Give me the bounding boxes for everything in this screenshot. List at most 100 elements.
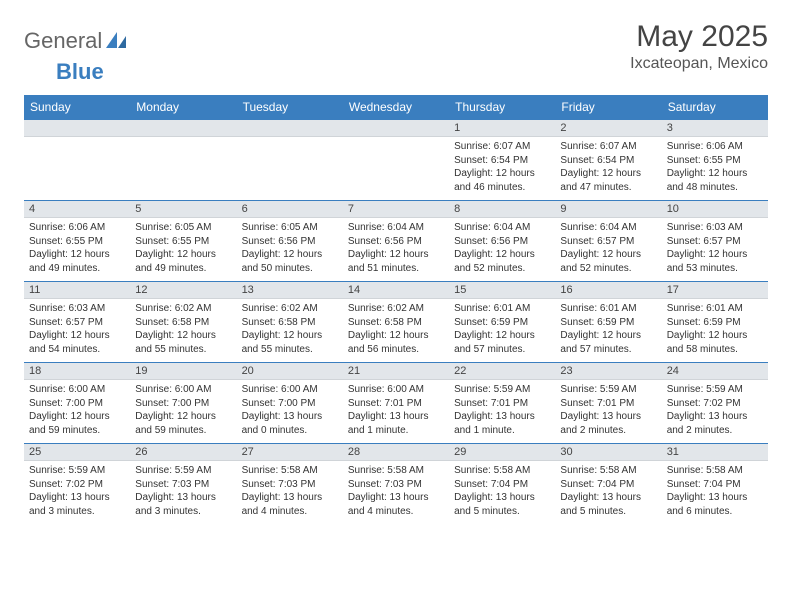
calendar-row: 1Sunrise: 6:07 AMSunset: 6:54 PMDaylight… [24,120,768,201]
calendar-cell: 2Sunrise: 6:07 AMSunset: 6:54 PMDaylight… [555,120,661,201]
day-content: Sunrise: 6:00 AMSunset: 7:00 PMDaylight:… [130,380,236,443]
day-content [130,137,236,195]
daylight-text: Daylight: 13 hours and 2 minutes. [667,410,763,437]
daylight-text: Daylight: 12 hours and 52 minutes. [560,248,656,275]
sunset-text: Sunset: 6:59 PM [667,316,763,330]
sunset-text: Sunset: 7:00 PM [29,397,125,411]
calendar-cell: 14Sunrise: 6:02 AMSunset: 6:58 PMDayligh… [343,282,449,363]
sunset-text: Sunset: 7:00 PM [135,397,231,411]
day-content: Sunrise: 6:05 AMSunset: 6:55 PMDaylight:… [130,218,236,281]
calendar-cell: 21Sunrise: 6:00 AMSunset: 7:01 PMDayligh… [343,363,449,444]
calendar-cell: 22Sunrise: 5:59 AMSunset: 7:01 PMDayligh… [449,363,555,444]
sunrise-text: Sunrise: 6:06 AM [29,221,125,235]
day-content [24,137,130,195]
daylight-text: Daylight: 13 hours and 4 minutes. [242,491,338,518]
sunrise-text: Sunrise: 5:59 AM [454,383,550,397]
day-content [343,137,449,195]
day-content: Sunrise: 6:04 AMSunset: 6:57 PMDaylight:… [555,218,661,281]
sunrise-text: Sunrise: 6:01 AM [454,302,550,316]
calendar-cell: 13Sunrise: 6:02 AMSunset: 6:58 PMDayligh… [237,282,343,363]
sunrise-text: Sunrise: 6:07 AM [560,140,656,154]
day-number: 20 [237,363,343,380]
day-content: Sunrise: 5:59 AMSunset: 7:02 PMDaylight:… [662,380,768,443]
day-content: Sunrise: 6:05 AMSunset: 6:56 PMDaylight:… [237,218,343,281]
calendar-cell: 20Sunrise: 6:00 AMSunset: 7:00 PMDayligh… [237,363,343,444]
day-content: Sunrise: 6:03 AMSunset: 6:57 PMDaylight:… [24,299,130,362]
sunset-text: Sunset: 6:59 PM [454,316,550,330]
daylight-text: Daylight: 12 hours and 50 minutes. [242,248,338,275]
sunrise-text: Sunrise: 6:03 AM [667,221,763,235]
sunset-text: Sunset: 7:02 PM [667,397,763,411]
day-content [237,137,343,195]
daylight-text: Daylight: 12 hours and 55 minutes. [135,329,231,356]
calendar-cell: 23Sunrise: 5:59 AMSunset: 7:01 PMDayligh… [555,363,661,444]
day-number: 23 [555,363,661,380]
calendar-table: SundayMondayTuesdayWednesdayThursdayFrid… [24,95,768,524]
sunrise-text: Sunrise: 6:04 AM [560,221,656,235]
daylight-text: Daylight: 12 hours and 48 minutes. [667,167,763,194]
sunset-text: Sunset: 7:03 PM [135,478,231,492]
sunset-text: Sunset: 6:56 PM [454,235,550,249]
day-number: 29 [449,444,555,461]
day-number: 7 [343,201,449,218]
day-number: 15 [449,282,555,299]
calendar-cell: 4Sunrise: 6:06 AMSunset: 6:55 PMDaylight… [24,201,130,282]
calendar-cell: 11Sunrise: 6:03 AMSunset: 6:57 PMDayligh… [24,282,130,363]
day-content: Sunrise: 6:02 AMSunset: 6:58 PMDaylight:… [237,299,343,362]
sunrise-text: Sunrise: 6:05 AM [135,221,231,235]
daylight-text: Daylight: 12 hours and 49 minutes. [135,248,231,275]
sunrise-text: Sunrise: 6:04 AM [348,221,444,235]
calendar-row: 25Sunrise: 5:59 AMSunset: 7:02 PMDayligh… [24,444,768,525]
sunset-text: Sunset: 6:58 PM [242,316,338,330]
day-number: 17 [662,282,768,299]
calendar-row: 11Sunrise: 6:03 AMSunset: 6:57 PMDayligh… [24,282,768,363]
calendar-cell: 24Sunrise: 5:59 AMSunset: 7:02 PMDayligh… [662,363,768,444]
calendar-cell [130,120,236,201]
weekday-header: Sunday [24,95,130,120]
day-content: Sunrise: 6:01 AMSunset: 6:59 PMDaylight:… [662,299,768,362]
daylight-text: Daylight: 12 hours and 46 minutes. [454,167,550,194]
sunrise-text: Sunrise: 6:07 AM [454,140,550,154]
calendar-cell: 16Sunrise: 6:01 AMSunset: 6:59 PMDayligh… [555,282,661,363]
weekday-header: Monday [130,95,236,120]
calendar-cell: 31Sunrise: 5:58 AMSunset: 7:04 PMDayligh… [662,444,768,525]
sunrise-text: Sunrise: 6:05 AM [242,221,338,235]
day-content: Sunrise: 5:59 AMSunset: 7:01 PMDaylight:… [449,380,555,443]
sunrise-text: Sunrise: 6:00 AM [29,383,125,397]
day-number: 10 [662,201,768,218]
sunset-text: Sunset: 7:03 PM [348,478,444,492]
sunrise-text: Sunrise: 5:59 AM [667,383,763,397]
day-content: Sunrise: 5:59 AMSunset: 7:03 PMDaylight:… [130,461,236,524]
calendar-cell: 6Sunrise: 6:05 AMSunset: 6:56 PMDaylight… [237,201,343,282]
day-number [343,120,449,137]
calendar-cell: 29Sunrise: 5:58 AMSunset: 7:04 PMDayligh… [449,444,555,525]
calendar-cell: 19Sunrise: 6:00 AMSunset: 7:00 PMDayligh… [130,363,236,444]
sunset-text: Sunset: 6:55 PM [667,154,763,168]
calendar-cell: 1Sunrise: 6:07 AMSunset: 6:54 PMDaylight… [449,120,555,201]
daylight-text: Daylight: 12 hours and 51 minutes. [348,248,444,275]
day-number: 9 [555,201,661,218]
daylight-text: Daylight: 12 hours and 57 minutes. [560,329,656,356]
day-content: Sunrise: 6:04 AMSunset: 6:56 PMDaylight:… [343,218,449,281]
day-number: 25 [24,444,130,461]
day-number: 30 [555,444,661,461]
sunrise-text: Sunrise: 5:58 AM [348,464,444,478]
day-number [237,120,343,137]
calendar-cell: 25Sunrise: 5:59 AMSunset: 7:02 PMDayligh… [24,444,130,525]
sunrise-text: Sunrise: 6:01 AM [667,302,763,316]
day-number: 27 [237,444,343,461]
calendar-cell: 15Sunrise: 6:01 AMSunset: 6:59 PMDayligh… [449,282,555,363]
day-content: Sunrise: 6:01 AMSunset: 6:59 PMDaylight:… [555,299,661,362]
sunrise-text: Sunrise: 6:04 AM [454,221,550,235]
sunset-text: Sunset: 6:57 PM [560,235,656,249]
brand-part1: General [24,28,102,54]
calendar-cell: 18Sunrise: 6:00 AMSunset: 7:00 PMDayligh… [24,363,130,444]
day-number [130,120,236,137]
daylight-text: Daylight: 13 hours and 5 minutes. [560,491,656,518]
day-number: 12 [130,282,236,299]
calendar-cell: 5Sunrise: 6:05 AMSunset: 6:55 PMDaylight… [130,201,236,282]
page: General May 2025 Ixcateopan, Mexico Blue… [0,0,792,544]
day-number: 24 [662,363,768,380]
sunrise-text: Sunrise: 6:06 AM [667,140,763,154]
sunset-text: Sunset: 7:04 PM [454,478,550,492]
